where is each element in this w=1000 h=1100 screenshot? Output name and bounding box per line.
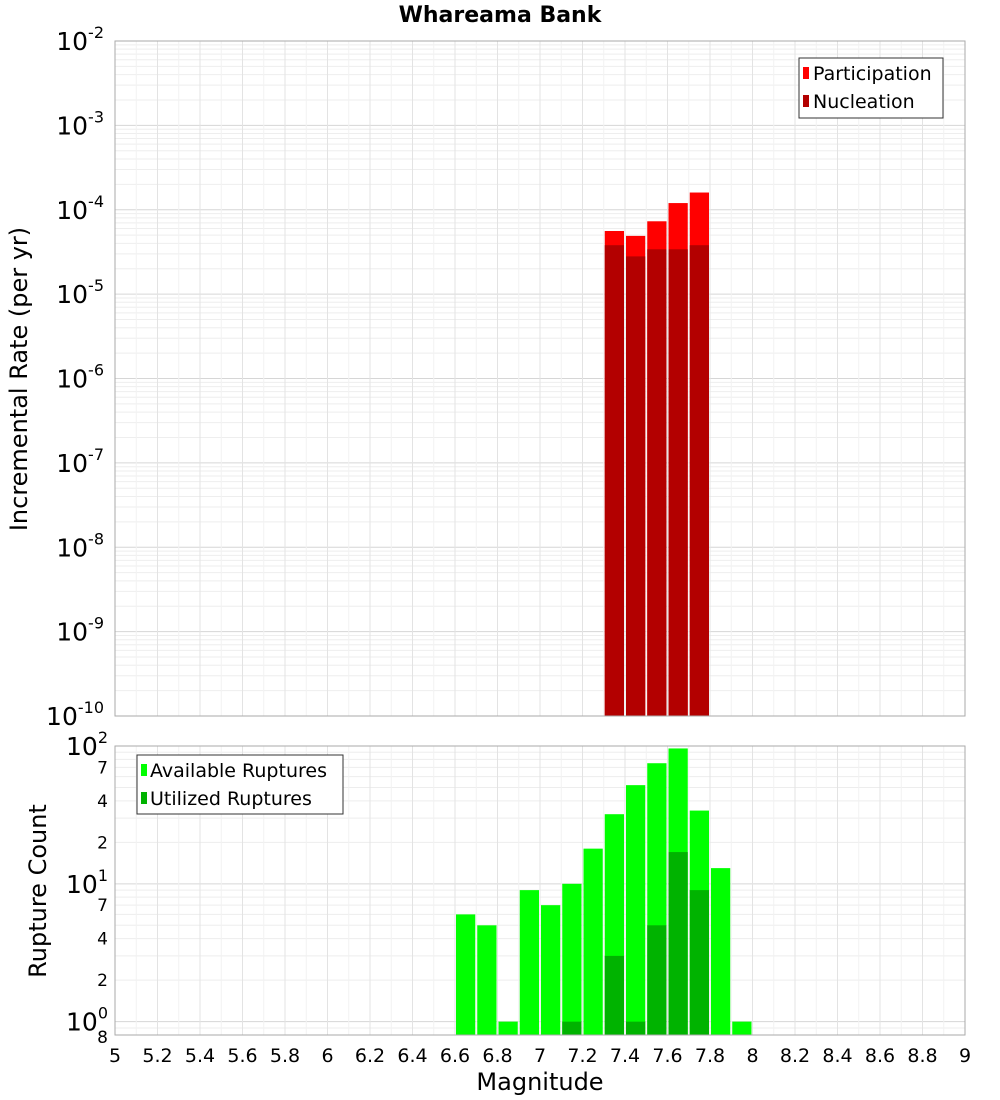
x-tick-label: 6.8 (482, 1045, 512, 1067)
x-tick-label: 7.6 (652, 1045, 682, 1067)
x-tick-label: 8.4 (822, 1045, 852, 1067)
top-y-tick-label: 10-8 (56, 529, 104, 562)
legend-swatch-available-ruptures (141, 764, 147, 776)
available-ruptures-bar (456, 914, 476, 1035)
available-ruptures-bar (562, 883, 582, 1035)
top-y-tick-label: 10-4 (56, 192, 104, 225)
x-tick-label: 6.2 (355, 1045, 385, 1067)
top-y-tick-label: 10-5 (56, 276, 104, 309)
top-y-tick-label: 10-3 (56, 107, 104, 140)
nucleation-bar (626, 256, 646, 716)
top-y-tick-label: 10-10 (46, 698, 104, 731)
available-ruptures-bar (477, 925, 497, 1035)
bottom-y-tick-label: 4 (97, 792, 108, 812)
top-gridlines (114, 40, 966, 717)
x-tick-label: 5.6 (227, 1045, 257, 1067)
x-tick-label: 7.4 (610, 1045, 640, 1067)
nucleation-bar (604, 245, 624, 717)
top-y-tick-label: 10-2 (56, 23, 104, 56)
x-tick-label: 6 (321, 1045, 333, 1067)
bottom-y-tick-label: 102 (66, 728, 108, 761)
bottom-legend-box (136, 754, 344, 815)
x-tick-label: 8.8 (907, 1045, 937, 1067)
bottom-y-tick-label: 2 (97, 971, 108, 991)
utilized-ruptures-bar (647, 925, 667, 1035)
x-tick-label: 8.6 (865, 1045, 895, 1067)
legend-label-available-ruptures: Available Ruptures (150, 760, 327, 782)
x-tick-label: 8.2 (780, 1045, 810, 1067)
nucleation-bar (647, 249, 667, 716)
top-y-tick-label: 10-7 (56, 445, 104, 478)
bottom-y-tick-label: 7 (97, 896, 108, 916)
top-y-tick-label: 10-9 (56, 614, 104, 647)
top-y-axis-label: Incremental Rate (per yr) (5, 227, 33, 531)
available-ruptures-bar (732, 1021, 752, 1035)
available-ruptures-bar (519, 890, 539, 1035)
top-bars (604, 192, 709, 717)
legend-label-participation: Participation (813, 63, 932, 85)
top-legend-box (798, 57, 944, 119)
bottom-y-tick-label: 8 (97, 1028, 108, 1048)
x-tick-label: 9 (959, 1045, 971, 1067)
utilized-ruptures-bar (689, 890, 709, 1035)
x-axis-label: Magnitude (476, 1068, 603, 1096)
x-tick-label: 7.8 (695, 1045, 725, 1067)
utilized-ruptures-bar (562, 1021, 582, 1035)
bottom-plot-frame (114, 745, 966, 1036)
legend-swatch-nucleation (803, 95, 809, 107)
x-tick-label: 5 (109, 1045, 121, 1067)
top-plot-frame (114, 40, 966, 717)
chart-title: Whareama Bank (399, 3, 603, 28)
x-tick-label: 6.4 (397, 1045, 427, 1067)
available-ruptures-bar (711, 868, 731, 1035)
x-tick-label: 5.2 (142, 1045, 172, 1067)
x-tick-labels: 5 5.2 5.4 5.6 5.8 6 6.2 6.4 6.6 6.8 7 7.2 7.4 7.6 7.8 8… (109, 1045, 971, 1067)
bottom-bars (456, 748, 752, 1035)
bottom-y-axis-label: Rupture Count (24, 804, 52, 978)
x-tick-label: 8 (746, 1045, 758, 1067)
nucleation-bar (668, 249, 688, 716)
bottom-legend: Available Ruptures Utilized Ruptures (136, 754, 344, 815)
bottom-y-tick-label: 101 (66, 866, 108, 899)
x-tick-label: 5.8 (270, 1045, 300, 1067)
bottom-y-tick-label: 2 (97, 833, 108, 853)
bottom-y-tick-label: 4 (97, 930, 108, 950)
legend-label-nucleation: Nucleation (813, 91, 915, 113)
bottom-y-tick-label: 7 (97, 758, 108, 778)
top-y-tick-labels: 10-2 10-3 10-4 10-5 10-6 10-7 10-8 10-9 10-10 (46, 23, 104, 731)
available-ruptures-bar (626, 785, 646, 1035)
x-tick-label: 5.4 (185, 1045, 215, 1067)
utilized-ruptures-bar (668, 852, 688, 1035)
top-y-tick-label: 10-6 (56, 361, 104, 394)
x-tick-label: 7 (534, 1045, 546, 1067)
bottom-y-tick-label: 100 (66, 1004, 108, 1037)
legend-label-utilized-ruptures: Utilized Ruptures (150, 788, 312, 810)
legend-swatch-utilized-ruptures (141, 792, 147, 804)
available-ruptures-bar (583, 848, 603, 1035)
available-ruptures-bar (541, 905, 561, 1035)
top-legend: Participation Nucleation (798, 57, 944, 119)
x-tick-label: 7.2 (567, 1045, 597, 1067)
utilized-ruptures-bar (604, 955, 624, 1035)
legend-swatch-participation (803, 67, 809, 79)
x-tick-label: 6.6 (440, 1045, 470, 1067)
available-ruptures-bar (498, 1021, 518, 1035)
nucleation-bar (689, 245, 709, 717)
utilized-ruptures-bar (626, 1021, 646, 1035)
